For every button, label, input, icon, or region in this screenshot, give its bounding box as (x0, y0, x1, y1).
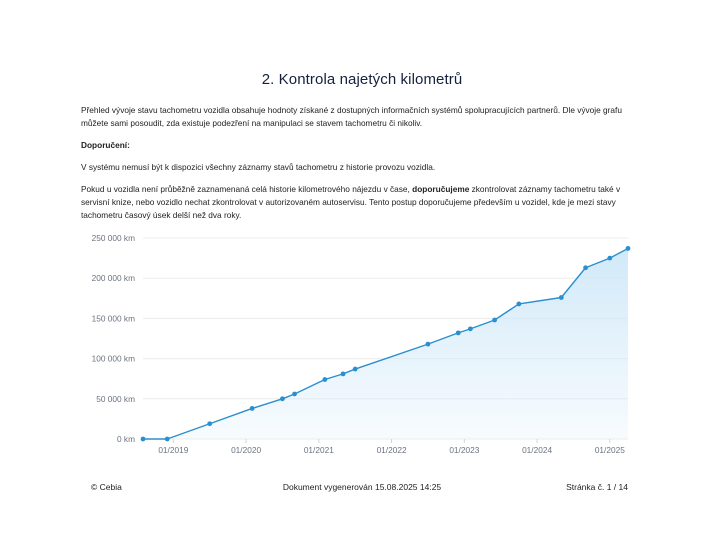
data-point (467, 326, 473, 332)
footer-copyright: © Cebia (91, 482, 122, 492)
y-tick-label: 100 000 km (92, 354, 135, 364)
x-tick-label: 01/2021 (304, 445, 334, 455)
data-point (625, 246, 631, 251)
page-title: 2. Kontrola najetých kilometrů (261, 71, 463, 88)
data-point (516, 301, 522, 307)
recommendation-label: Doporučení: (81, 140, 130, 150)
data-point (249, 406, 255, 411)
y-tick-label: 0 km (117, 434, 135, 444)
report-text: Přehled vývoje stavu tachometru vozidla … (81, 104, 639, 231)
recommendation-text-end: zkontrolovat záznamy tachometru také v s… (81, 184, 621, 220)
recommendation-text-start: Pokud u vozidla není průběžně zaznamenan… (81, 184, 413, 194)
data-point (558, 295, 564, 300)
x-tick-label: 01/2024 (522, 445, 552, 455)
data-point (292, 391, 297, 397)
data-point (352, 366, 358, 372)
data-point (322, 377, 328, 382)
y-tick-label: 150 000 km (92, 313, 135, 323)
data-point (140, 436, 146, 442)
y-tick-label: 50 000 km (96, 394, 135, 404)
data-point (164, 436, 170, 442)
series-line (143, 247, 629, 440)
x-tick-label: 01/2020 (231, 445, 261, 455)
availability-note: V systému nemusí být k dispozici všechny… (81, 162, 436, 172)
footer-page-number: Stránka č. 1 / 14 (566, 482, 628, 492)
recommendation-emphasis: doporučujeme (412, 184, 470, 194)
x-tick-label: 01/2023 (449, 445, 479, 455)
data-point (340, 371, 346, 377)
x-tick-label: 01/2019 (158, 445, 188, 455)
y-tick-label: 250 000 km (92, 233, 135, 243)
data-point (583, 265, 588, 271)
data-point (425, 341, 431, 347)
intro-paragraph: Přehled vývoje stavu tachometru vozidla … (81, 105, 622, 128)
data-point (492, 317, 498, 323)
data-point (607, 255, 613, 261)
recommendation-paragraph: Pokud u vozidla není průběžně zaznamenan… (81, 183, 639, 222)
x-tick-label: 01/2025 (595, 445, 625, 455)
footer-generated: Dokument vygenerován 15.08.2025 14:25 (282, 482, 442, 492)
data-point (455, 330, 461, 336)
y-tick-label: 200 000 km (92, 273, 135, 283)
data-point (280, 396, 285, 402)
data-point (207, 421, 213, 427)
series-area (143, 248, 628, 439)
x-tick-label: 01/2022 (377, 445, 407, 455)
